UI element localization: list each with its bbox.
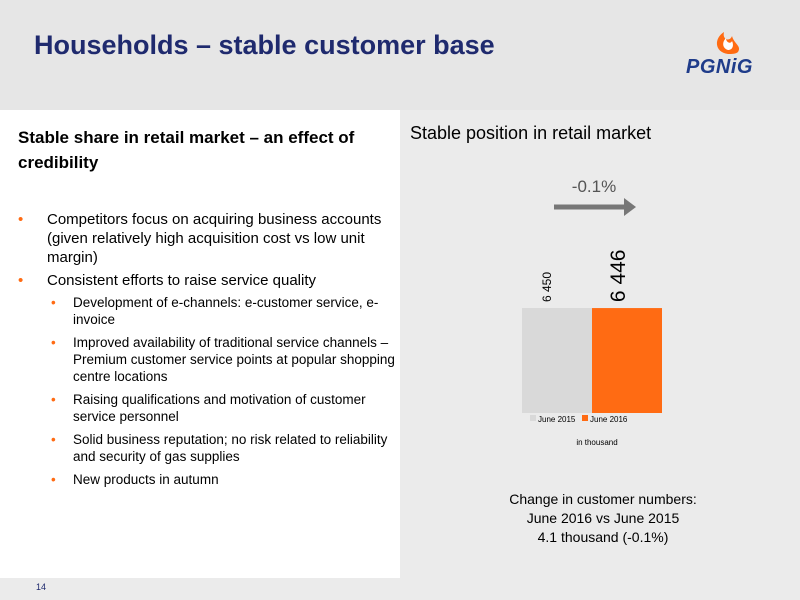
bullet-dot-icon: •: [18, 272, 24, 289]
legend-label: June 2016: [590, 415, 628, 424]
bullet-dot-icon: •: [51, 392, 56, 407]
change-line-1: Change in customer numbers:: [509, 491, 697, 507]
sub-bullet-item: • Solid business reputation; no risk rela…: [39, 431, 398, 465]
bullet-item: • Competitors focus on acquiring busines…: [18, 210, 398, 267]
legend-swatch: [530, 415, 536, 421]
pgnig-logo: PGNiG: [682, 26, 774, 88]
value-label: 6 446: [607, 250, 630, 303]
sub-bullet-item: • Development of e-channels: e-customer s…: [39, 294, 398, 328]
bullet-dot-icon: •: [18, 211, 24, 228]
sub-bullet-item: • New products in autumn: [39, 471, 398, 488]
change-line-3: 4.1 thousand (-0.1%): [537, 529, 669, 545]
sub-bullet-text: Solid business reputation; no risk relat…: [73, 432, 388, 464]
logo-text: PGNiG: [686, 56, 753, 78]
bar-june-2016: [592, 308, 662, 413]
left-panel: [0, 110, 400, 578]
change-summary: Change in customer numbers: June 2016 vs…: [478, 490, 728, 547]
header-bar: [0, 0, 800, 110]
sub-bullet-text: New products in autumn: [73, 472, 219, 487]
sub-bullet-item: • Improved availability of traditional se…: [39, 334, 398, 385]
sub-bullet-text: Development of e-channels: e-customer se…: [73, 295, 379, 327]
unit-label: in thousand: [576, 438, 617, 447]
page-title: Households – stable customer base: [34, 30, 495, 60]
change-arrow-head-icon: [624, 198, 636, 216]
customer-bar-chart: 6 450 June 2015 6 446 June 2016 -0.1% in thou…: [522, 177, 662, 447]
flame-icon: [716, 32, 740, 54]
bullet-text: Consistent efforts to raise service qual…: [47, 272, 317, 289]
bullet-dot-icon: •: [51, 335, 56, 350]
bullet-list: • Competitors focus on acquiring busines…: [18, 210, 398, 494]
change-line-2: June 2016 vs June 2015: [526, 510, 680, 526]
bullet-dot-icon: •: [51, 472, 56, 487]
sub-bullet-text: Raising qualifications and motivation of…: [73, 392, 366, 424]
bar-june-2015: [522, 308, 592, 413]
left-heading: Stable share in retail market – an effec…: [18, 128, 355, 172]
bullet-item: • Consistent efforts to raise service qu…: [18, 271, 398, 488]
bullet-text: Competitors focus on acquiring business …: [47, 211, 382, 266]
bullet-dot-icon: •: [51, 295, 56, 310]
value-label: 6 450: [540, 272, 554, 302]
legend-label: June 2015: [538, 415, 576, 424]
chart-title: Stable position in retail market: [410, 123, 652, 143]
change-label: -0.1%: [572, 177, 616, 196]
bullet-dot-icon: •: [51, 432, 56, 447]
sub-bullet-text: Improved availability of traditional ser…: [73, 335, 395, 384]
sub-bullet-list: • Development of e-channels: e-customer s…: [47, 294, 398, 488]
footer-bar: [0, 578, 800, 600]
page-number: 14: [36, 582, 47, 592]
legend-swatch: [582, 415, 588, 421]
sub-bullet-item: • Raising qualifications and motivation o…: [39, 391, 398, 425]
